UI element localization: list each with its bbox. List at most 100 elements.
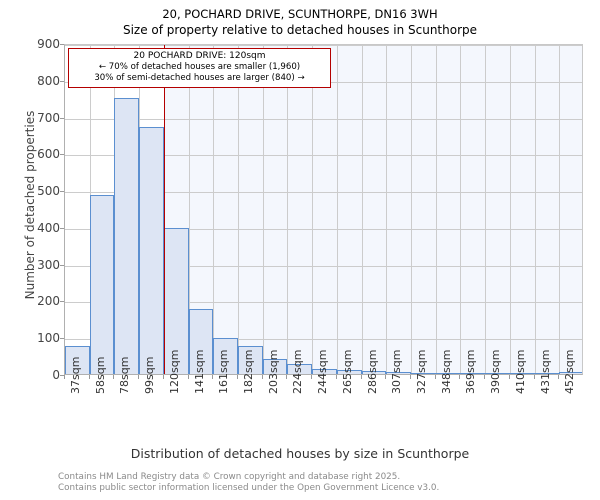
gridline-horizontal (65, 302, 582, 304)
histogram-bar (312, 369, 337, 374)
property-marker-line (163, 45, 166, 374)
gridline-vertical (559, 45, 560, 374)
y-tick-mark (60, 264, 64, 266)
plot-area (64, 44, 583, 375)
y-tick-mark (60, 44, 64, 45)
y-tick-label: 200 (37, 294, 60, 309)
y-tick-mark (60, 227, 64, 229)
x-tick-label: 141sqm (193, 350, 206, 394)
x-tick-mark (237, 375, 238, 379)
x-tick-label: 161sqm (217, 350, 230, 394)
histogram-bar (337, 369, 362, 374)
histogram-bar (114, 98, 139, 374)
x-tick-label: 327sqm (415, 350, 428, 394)
annotation-property-label: 20 POCHARD DRIVE: 120sqm (133, 51, 266, 61)
histogram-bar (263, 358, 287, 374)
y-tick-mark (60, 338, 64, 340)
histogram-bar (436, 372, 460, 374)
x-tick-mark (64, 375, 65, 379)
footer-line-2: Contains public sector information licen… (58, 483, 440, 493)
gridline-horizontal (65, 118, 582, 120)
attribution-footer: Contains HM Land Registry data © Crown c… (58, 472, 578, 494)
y-tick-label: 600 (37, 147, 60, 162)
histogram-bar (213, 338, 238, 374)
x-tick-mark (410, 375, 411, 379)
y-tick-label: 400 (37, 220, 60, 235)
gridline-vertical (460, 45, 461, 374)
chart-title-block: 20, POCHARD DRIVE, SCUNTHORPE, DN16 3WH … (0, 6, 600, 39)
gridline-vertical (436, 45, 437, 374)
x-tick-label: 203sqm (267, 350, 280, 394)
x-tick-mark (286, 375, 288, 379)
x-tick-mark (459, 375, 461, 379)
x-tick-label: 224sqm (291, 350, 304, 394)
histogram-bar (65, 346, 90, 374)
x-tick-mark (508, 375, 510, 379)
x-tick-label: 348sqm (440, 350, 453, 394)
y-tick-mark (60, 191, 64, 193)
y-tick-mark (60, 375, 64, 376)
histogram-bar (535, 372, 559, 374)
gridline-vertical (386, 45, 387, 374)
x-tick-label: 410sqm (514, 350, 527, 394)
x-tick-label: 78sqm (118, 356, 132, 394)
x-tick-label: 182sqm (242, 350, 255, 394)
chart-subtitle: Size of property relative to detached ho… (122, 23, 478, 37)
gridline-vertical (238, 45, 239, 374)
histogram-bar (139, 126, 164, 374)
histogram-bar (287, 363, 312, 374)
x-tick-label: 265sqm (341, 350, 354, 394)
x-tick-label: 369sqm (464, 350, 477, 394)
histogram-bar (90, 194, 114, 374)
gridline-vertical (485, 45, 486, 374)
x-tick-mark (212, 375, 214, 379)
x-tick-label: 307sqm (390, 350, 403, 394)
x-tick-mark (138, 375, 140, 379)
x-tick-label: 431sqm (539, 350, 552, 394)
x-tick-label: 286sqm (366, 350, 379, 394)
gridline-vertical (263, 45, 264, 374)
gridline-vertical (411, 45, 412, 374)
histogram-bar (238, 346, 263, 374)
y-tick-label: 700 (37, 110, 60, 125)
gridline-vertical (287, 45, 288, 374)
x-tick-mark (360, 375, 362, 379)
y-tick-label: 800 (37, 73, 60, 88)
gridline-vertical (213, 45, 214, 374)
x-tick-mark (162, 375, 164, 379)
y-tick-label: 900 (37, 37, 60, 51)
y-axis-title: Number of detached properties (23, 110, 37, 300)
gridline-vertical (312, 45, 313, 374)
x-tick-mark (533, 375, 535, 379)
x-tick-mark (261, 375, 263, 379)
page-title: 20, POCHARD DRIVE, SCUNTHORPE, DN16 3WH (162, 7, 438, 21)
y-tick-mark (60, 80, 64, 82)
x-tick-mark (311, 375, 313, 379)
histogram-bar (386, 372, 411, 374)
gridline-vertical (337, 45, 338, 374)
gridline-vertical (362, 45, 363, 374)
y-tick-mark (60, 154, 64, 156)
gridline-vertical (510, 45, 511, 374)
histogram-bar (411, 372, 436, 374)
x-tick-mark (385, 375, 387, 379)
larger-properties-shading (163, 45, 582, 374)
gridline-horizontal (65, 155, 582, 157)
y-tick-label: 0 (52, 368, 60, 382)
x-tick-label: 120sqm (168, 350, 181, 394)
annotation-smaller-text: ← 70% of detached houses are smaller (1,… (98, 62, 301, 72)
x-tick-mark (434, 375, 436, 379)
x-tick-mark (187, 375, 189, 379)
histogram-bar (460, 372, 485, 374)
x-axis-title: Distribution of detached houses by size … (130, 446, 470, 461)
histogram-bar (510, 372, 535, 374)
x-tick-label: 244sqm (316, 350, 329, 394)
x-tick-label: 452sqm (563, 350, 576, 394)
y-tick-label: 300 (37, 257, 60, 272)
footer-line-1: Contains HM Land Registry data © Crown c… (58, 472, 401, 482)
histogram-bar (559, 371, 582, 374)
annotation-larger-text: 30% of semi-detached houses are larger (… (94, 73, 305, 83)
y-tick-mark (60, 117, 64, 119)
x-tick-mark (558, 375, 560, 379)
